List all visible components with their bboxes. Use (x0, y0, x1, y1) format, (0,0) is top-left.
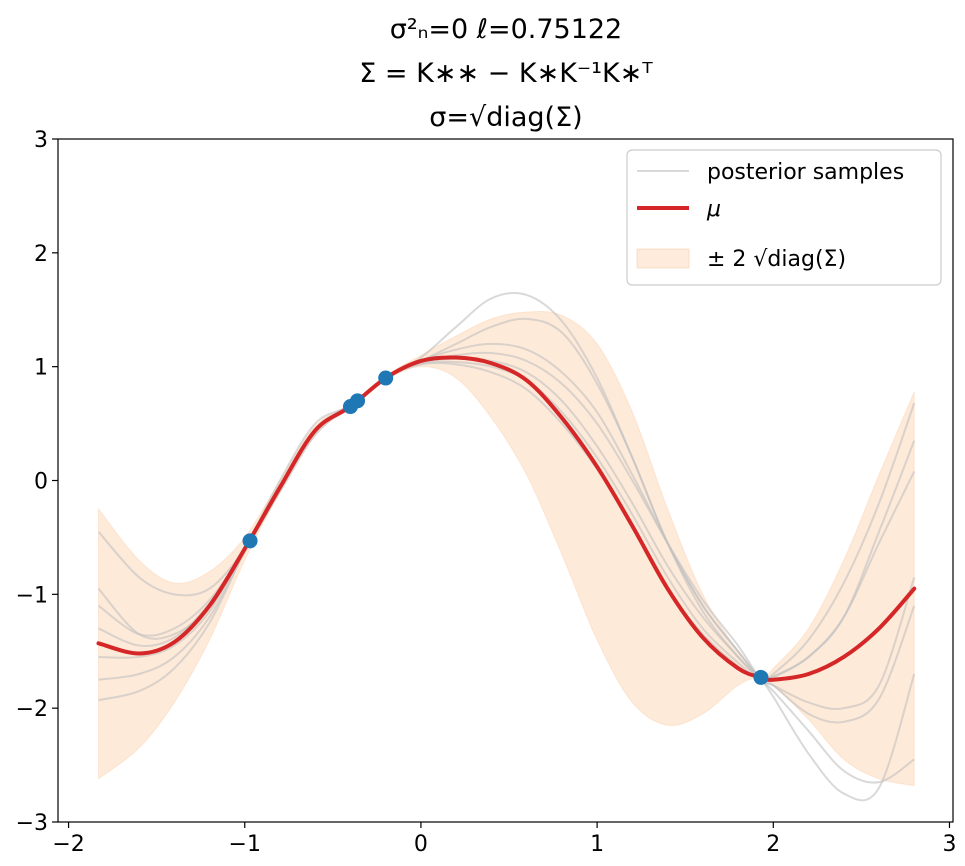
mean-line-layer (96, 355, 917, 682)
legend-frame (626, 149, 942, 286)
observation-point (350, 393, 366, 409)
title-line-1: σ²ₙ=0 ℓ=0.75122 (390, 14, 623, 45)
legend: posterior samples μ ± 2 √diag(Σ) (626, 149, 942, 286)
legend-label-mean: μ (706, 197, 721, 222)
observations-layer (242, 370, 769, 685)
y-tick-label: 2 (34, 242, 48, 267)
mean-line (96, 355, 917, 682)
title-line-3: σ=√diag(Σ) (429, 102, 582, 133)
legend-swatch-band (636, 248, 690, 269)
x-tick-label: 1 (590, 832, 604, 857)
y-tick-label: 1 (34, 356, 48, 381)
observation-point (242, 533, 258, 549)
observation-point (378, 370, 394, 386)
observation-point (753, 669, 769, 685)
legend-label-samples: posterior samples (707, 160, 904, 185)
x-tick-label: 0 (414, 832, 428, 857)
y-tick-label: 3 (34, 128, 48, 153)
x-tick-label: −1 (229, 832, 261, 857)
x-tick-label: 2 (766, 832, 780, 857)
x-tick-label: 3 (942, 832, 956, 857)
y-axis: −3 −2 −1 0 1 2 3 (16, 128, 58, 836)
y-tick-label: −1 (16, 583, 48, 608)
chart-title: σ²ₙ=0 ℓ=0.75122 Σ = K∗∗ − K∗K⁻¹K∗ᵀ σ=√di… (359, 14, 653, 133)
x-axis: −2 −1 0 1 2 3 (52, 822, 956, 857)
legend-label-band: ± 2 √diag(Σ) (707, 247, 846, 272)
y-tick-label: −2 (16, 697, 48, 722)
title-line-2: Σ = K∗∗ − K∗K⁻¹K∗ᵀ (359, 58, 653, 89)
x-tick-label: −2 (52, 832, 84, 857)
y-tick-label: −3 (16, 811, 48, 836)
y-tick-label: 0 (34, 470, 48, 495)
